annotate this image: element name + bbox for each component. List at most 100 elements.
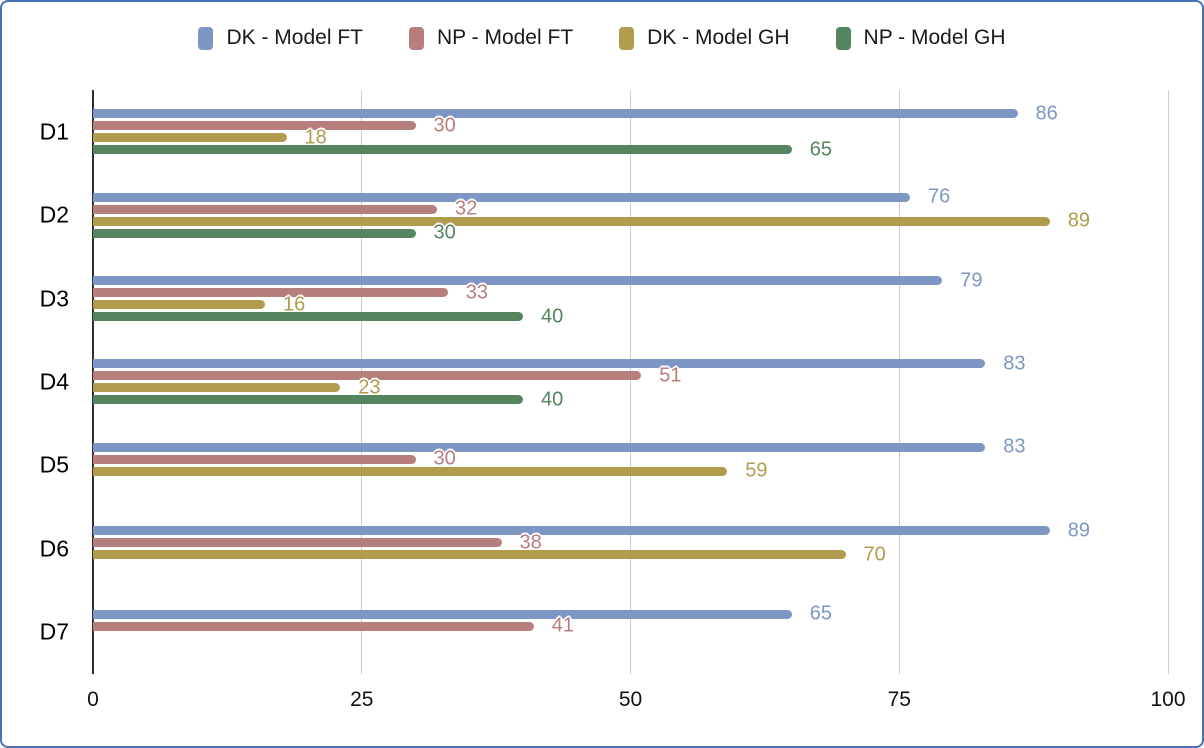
bar (93, 109, 1018, 119)
bar-value-label: 89 (1067, 519, 1090, 542)
legend-item: DK - Model GH (619, 26, 790, 50)
bar-group: D2 76 32 89 30 (40, 173, 1168, 256)
bar-row: 30 (93, 222, 1168, 244)
bar (93, 550, 846, 560)
bar (93, 359, 986, 369)
bar-row: 51 (93, 364, 1168, 386)
legend-swatch (409, 26, 424, 50)
bar-row: 83 (93, 352, 1168, 374)
bar-group: D5 83 30 59 (40, 424, 1168, 507)
bar-row: 16 (93, 293, 1168, 315)
bar (93, 538, 502, 548)
x-tick-label: 50 (618, 688, 643, 711)
bar-group: D6 89 38 70 (40, 507, 1168, 590)
bar-row (93, 479, 1168, 488)
bar (93, 228, 416, 238)
bar-value-label: 40 (541, 305, 564, 328)
gridline (898, 90, 900, 674)
bar-value-label: 86 (1035, 102, 1058, 125)
bar (93, 145, 792, 155)
bar-row: 83 (93, 436, 1168, 458)
bar (93, 609, 792, 619)
bar-value-label: 33 (465, 281, 488, 304)
plot-area: 0 25 50 75 100 D1 86 30 18 65 D2 76 32 89 30 D3 79 33 16 40… (40, 90, 1186, 711)
bar-group: D4 83 51 23 40 (40, 340, 1168, 423)
bar-group: D1 86 30 18 65 (40, 90, 1168, 173)
bar (93, 204, 437, 214)
legend-label: NP - Model GH (863, 26, 1006, 49)
x-tick-label: 0 (87, 688, 99, 711)
bar-row: 41 (93, 615, 1168, 637)
bar-row: 59 (93, 460, 1168, 482)
x-tick-label: 100 (1150, 688, 1186, 711)
bar (93, 216, 1050, 226)
chart-legend: DK - Model FT NP - Model FT DK - Model GH N… (2, 26, 1202, 50)
bar-value-label: 18 (304, 126, 327, 149)
bar (93, 300, 265, 310)
bar-value-label: 38 (519, 531, 542, 554)
legend-label: DK - Model FT (226, 26, 363, 49)
bar-row: 76 (93, 186, 1168, 208)
gridline (1167, 90, 1169, 674)
legend-label: NP - Model FT (437, 26, 574, 49)
bar-row: 32 (93, 198, 1168, 220)
bar-row: 38 (93, 531, 1168, 553)
bar-value-label: 65 (809, 138, 832, 161)
category-label: D7 (39, 618, 69, 645)
bar-row: 65 (93, 138, 1168, 160)
bar-value-label: 41 (551, 614, 574, 637)
bar (93, 371, 642, 381)
bar-row: 18 (93, 126, 1168, 148)
bar-value-label: 76 (928, 185, 951, 208)
category-label: D3 (39, 285, 69, 312)
bar-value-label: 89 (1067, 209, 1090, 232)
bar-row (93, 562, 1168, 571)
bar-row: 79 (93, 269, 1168, 291)
legend-item: NP - Model GH (835, 26, 1006, 50)
legend-label: DK - Model GH (647, 26, 790, 49)
bar (93, 133, 287, 143)
bar-group: D3 79 33 16 40 (40, 257, 1168, 340)
bar-row (93, 646, 1168, 655)
bar (93, 454, 416, 464)
bar (93, 276, 943, 286)
bar (93, 466, 728, 476)
legend-swatch (619, 26, 635, 50)
bar (93, 442, 986, 452)
bar (93, 526, 1050, 536)
bar-value-label: 30 (433, 221, 456, 244)
legend-swatch (835, 26, 851, 50)
category-label: D1 (39, 118, 69, 145)
bar-row: 89 (93, 519, 1168, 541)
x-tick-label: 25 (350, 688, 374, 711)
bar-value-label: 30 (433, 114, 456, 137)
bar (93, 395, 523, 405)
legend-swatch (198, 26, 214, 50)
bar-value-label: 83 (1003, 435, 1026, 458)
bar-value-label: 51 (659, 364, 682, 387)
bar-row: 23 (93, 376, 1168, 398)
bar (93, 312, 523, 322)
x-tick-label: 75 (887, 688, 911, 711)
bar-value-label: 70 (863, 543, 886, 566)
bar-row: 30 (93, 114, 1168, 136)
bar-row: 33 (93, 281, 1168, 303)
bar-value-label: 83 (1003, 352, 1026, 375)
bar-row (93, 634, 1168, 643)
category-label: D6 (39, 535, 69, 562)
bar-row: 65 (93, 603, 1168, 625)
bar (93, 621, 534, 631)
bar (93, 288, 448, 298)
bar-value-label: 65 (809, 602, 832, 625)
bar-row: 40 (93, 388, 1168, 410)
bar-row: 40 (93, 305, 1168, 327)
legend-item: DK - Model FT (198, 26, 363, 50)
x-axis-line (92, 90, 94, 674)
gridline (630, 90, 631, 674)
legend-item: NP - Model FT (409, 26, 573, 50)
gridline (361, 90, 363, 674)
bar-value-label: 59 (745, 459, 768, 482)
bar-row: 30 (93, 448, 1168, 470)
bar-value-label: 79 (960, 269, 983, 292)
bar (93, 383, 341, 393)
